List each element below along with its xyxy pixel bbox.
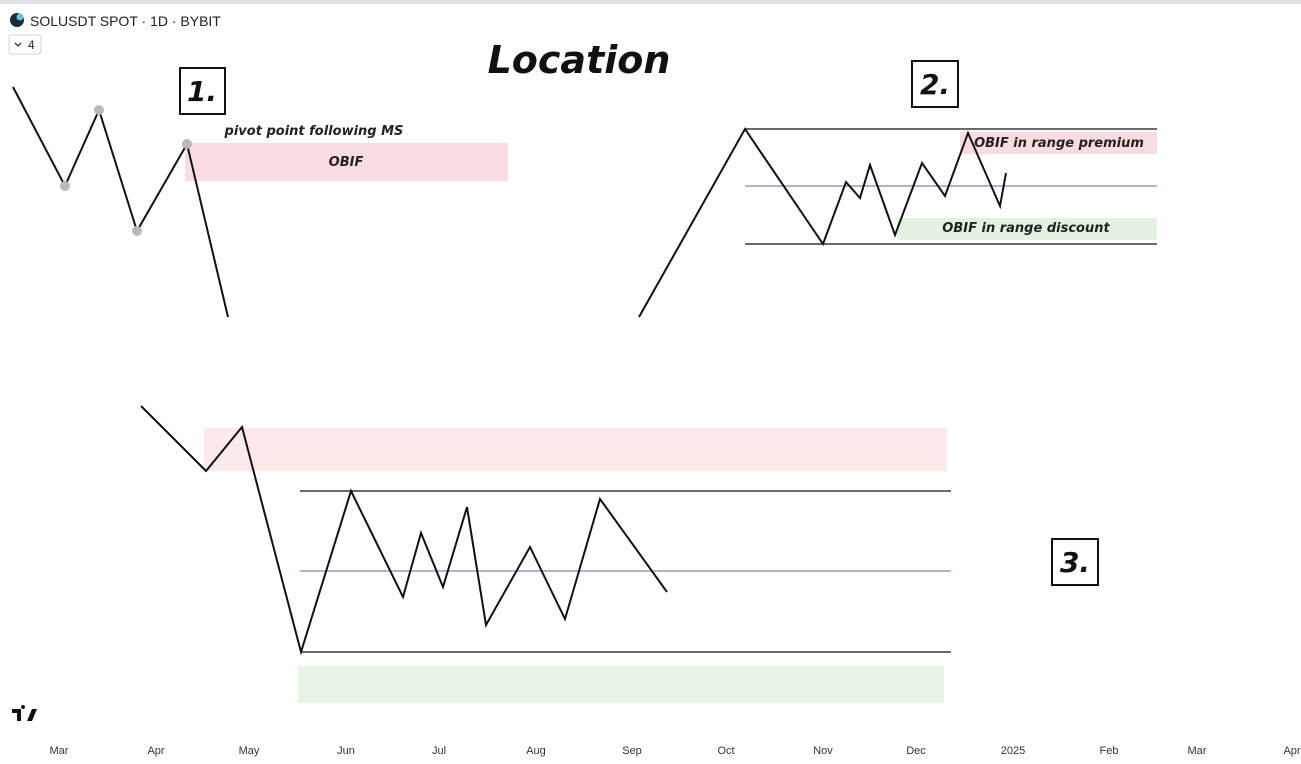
tv-logo — [12, 705, 37, 721]
chevron[interactable] — [14, 42, 22, 47]
time-label: Nov — [813, 745, 833, 757]
pivot — [94, 105, 104, 115]
discount-zone — [897, 218, 1157, 240]
panel-label-box — [911, 60, 959, 108]
symbol-title: SOLUSDT SPOT · 1D · BYBIT — [30, 13, 221, 29]
panel-label-box — [1051, 538, 1099, 586]
obif-zone — [185, 143, 508, 181]
price-path — [140, 405, 668, 656]
annotation: pivot point following MS — [224, 124, 404, 139]
pivot — [60, 181, 70, 191]
time-axis: Mar Apr May Jun Jul Aug Sep Oct Nov Dec 2025 Feb Mar… — [50, 745, 1301, 757]
time-label: Oct — [717, 745, 734, 757]
annotation: OBIF — [329, 155, 364, 170]
annotation: OBIF in range discount — [942, 221, 1110, 236]
pivot — [182, 139, 192, 149]
demand-zone — [298, 666, 944, 703]
time-label: Mar — [1188, 745, 1207, 757]
time-label: May — [239, 745, 260, 757]
price-path — [12, 86, 229, 318]
indicator-count[interactable]: 4 — [28, 38, 35, 52]
top-border — [0, 0, 1301, 4]
time-label: Feb — [1100, 745, 1119, 757]
time-label: 2025 — [1001, 745, 1025, 757]
panel-label: 2. — [920, 68, 950, 101]
time-label: Apr — [1283, 745, 1300, 757]
panel-label: 3. — [1060, 546, 1090, 579]
panel-label: 1. — [187, 75, 217, 108]
title: Location — [488, 38, 671, 82]
time-label: Jun — [337, 745, 355, 757]
pivots — [60, 105, 192, 236]
pivot — [132, 226, 142, 236]
time-label: Mar — [50, 745, 69, 757]
toggle-box[interactable] — [8, 34, 42, 55]
time-label: Jul — [432, 745, 446, 757]
time-label: Sep — [622, 745, 642, 757]
time-label: Apr — [147, 745, 164, 757]
supply-zone — [204, 428, 947, 471]
premium-zone — [960, 132, 1157, 154]
annotation: OBIF in range premium — [974, 136, 1144, 151]
time-label: Dec — [906, 745, 926, 757]
symbol-icon-dot — [16, 13, 24, 21]
time-label: Aug — [526, 745, 546, 757]
price-path — [638, 127, 1007, 318]
indicator-toggle[interactable]: 4 — [8, 34, 42, 55]
panel-label-box — [179, 67, 226, 115]
